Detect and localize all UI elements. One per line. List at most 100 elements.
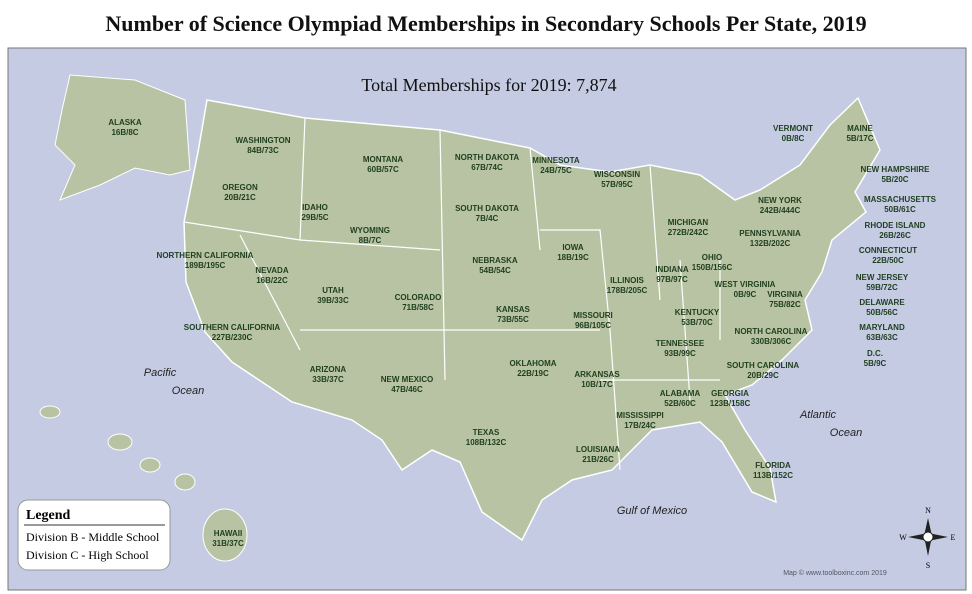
state-count: 227B/230C xyxy=(212,333,253,342)
compass-n: N xyxy=(925,506,931,515)
state-name: NORTHERN CALIFORNIA xyxy=(157,251,254,260)
state-name: IOWA xyxy=(562,243,584,252)
state-count: 20B/29C xyxy=(747,371,779,380)
state-name: NORTH CAROLINA xyxy=(735,327,808,336)
state-count: 16B/8C xyxy=(111,128,138,137)
state-count: 50B/61C xyxy=(884,205,916,214)
legend-item: Division C - High School xyxy=(26,548,149,562)
state-count: 330B/306C xyxy=(751,337,792,346)
state-name: RHODE ISLAND xyxy=(865,221,926,230)
state-count: 29B/5C xyxy=(301,213,328,222)
state-count: 57B/95C xyxy=(601,180,633,189)
state-count: 53B/70C xyxy=(681,318,713,327)
state-count: 272B/242C xyxy=(668,228,709,237)
state-name: SOUTH CAROLINA xyxy=(727,361,800,370)
state-name: NEW HAMPSHIRE xyxy=(861,165,931,174)
state-name: INDIANA xyxy=(655,265,689,274)
state-labels: ALASKA16B/8CWASHINGTON84B/73COREGON20B/2… xyxy=(108,118,936,548)
compass-e: E xyxy=(951,533,956,542)
state-name: PENNSYLVANIA xyxy=(739,229,801,238)
state-count: 96B/105C xyxy=(575,321,611,330)
state-name: VERMONT xyxy=(773,124,813,133)
state-count: 5B/17C xyxy=(846,134,873,143)
state-name: OHIO xyxy=(702,253,722,262)
state-count: 0B/9C xyxy=(734,290,757,299)
state-count: 22B/50C xyxy=(872,256,904,265)
state-name: MAINE xyxy=(847,124,873,133)
water-label: Ocean xyxy=(172,385,204,397)
state-count: 26B/26C xyxy=(879,231,911,240)
alaska xyxy=(54,74,191,201)
hawaii xyxy=(39,405,248,562)
state-count: 108B/132C xyxy=(466,438,507,447)
state-count: 60B/57C xyxy=(367,165,399,174)
state-count: 50B/56C xyxy=(866,308,898,317)
state-count: 52B/60C xyxy=(664,399,696,408)
state-name: MONTANA xyxy=(363,155,404,164)
state-name: WISCONSIN xyxy=(594,170,640,179)
state-name: MISSOURI xyxy=(573,311,613,320)
state-count: 132B/202C xyxy=(750,239,791,248)
state-count: 75B/82C xyxy=(769,300,801,309)
state-name: WASHINGTON xyxy=(236,136,291,145)
state-count: 189B/195C xyxy=(185,261,226,270)
state-count: 5B/20C xyxy=(881,175,908,184)
compass-w: W xyxy=(899,533,907,542)
state-count: 17B/24C xyxy=(624,421,656,430)
state-name: NEBRASKA xyxy=(472,256,518,265)
state-name: CONNECTICUT xyxy=(859,246,917,255)
state-name: ALASKA xyxy=(108,118,142,127)
state-name: KANSAS xyxy=(496,305,530,314)
state-name: WYOMING xyxy=(350,226,390,235)
state-name: MICHIGAN xyxy=(668,218,709,227)
state-name: ALABAMA xyxy=(660,389,701,398)
subtitle: Total Memberships for 2019: 7,874 xyxy=(361,75,616,95)
state-name: VIRGINIA xyxy=(767,290,803,299)
credit: Map © www.toolboxinc.com 2019 xyxy=(783,569,887,577)
state-name: IDAHO xyxy=(302,203,328,212)
legend-box xyxy=(17,499,171,571)
state-name: NEW MEXICO xyxy=(381,375,433,384)
state-count: 22B/19C xyxy=(517,369,549,378)
state-name: OREGON xyxy=(222,183,258,192)
state-borders xyxy=(183,117,721,471)
state-count: 67B/74C xyxy=(471,163,503,172)
state-name: SOUTHERN CALIFORNIA xyxy=(184,323,281,332)
state-count: 18B/19C xyxy=(557,253,589,262)
state-count: 0B/8C xyxy=(782,134,805,143)
water-label: Atlantic xyxy=(799,409,837,421)
state-name: COLORADO xyxy=(395,293,442,302)
state-count: 10B/17C xyxy=(581,380,613,389)
state-name: UTAH xyxy=(322,286,344,295)
state-name: HAWAII xyxy=(214,529,242,538)
state-name: NEVADA xyxy=(255,266,288,275)
title: Number of Science Olympiad Memberships i… xyxy=(105,11,866,36)
water-label: Ocean xyxy=(830,427,862,439)
state-count: 21B/26C xyxy=(582,455,614,464)
compass-center xyxy=(922,531,934,543)
state-name: NEW JERSEY xyxy=(856,273,909,282)
state-name: GEORGIA xyxy=(711,389,749,398)
state-name: ARKANSAS xyxy=(574,370,620,379)
state-name: KENTUCKY xyxy=(675,308,720,317)
state-count: 97B/97C xyxy=(656,275,688,284)
state-count: 20B/21C xyxy=(224,193,256,202)
state-count: 84B/73C xyxy=(247,146,279,155)
state-name: FLORIDA xyxy=(755,461,791,470)
compass: N S E W xyxy=(899,506,955,570)
us-mainland xyxy=(183,96,881,542)
state-name: TENNESSEE xyxy=(656,339,705,348)
state-name: D.C. xyxy=(867,349,883,358)
state-name: MINNESOTA xyxy=(532,156,580,165)
state-name: ARIZONA xyxy=(310,365,347,374)
state-name: NORTH DAKOTA xyxy=(455,153,520,162)
legend-title: Legend xyxy=(26,508,71,523)
state-name: TEXAS xyxy=(473,428,500,437)
state-count: 39B/33C xyxy=(317,296,349,305)
state-count: 16B/22C xyxy=(256,276,288,285)
state-name: SOUTH DAKOTA xyxy=(455,204,519,213)
state-count: 33B/37C xyxy=(312,375,344,384)
state-count: 242B/444C xyxy=(760,206,801,215)
compass-s: S xyxy=(926,561,930,570)
